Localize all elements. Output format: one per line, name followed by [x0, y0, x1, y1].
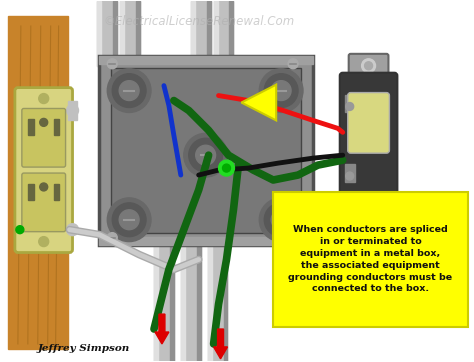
- Circle shape: [39, 93, 49, 104]
- Circle shape: [365, 216, 373, 224]
- Text: Jeffrey Simpson: Jeffrey Simpson: [38, 344, 130, 353]
- Text: When conductors are spliced
in or terminated to
equipment in a metal box,
the as: When conductors are spliced in or termin…: [289, 226, 453, 294]
- Circle shape: [288, 59, 298, 69]
- Circle shape: [107, 233, 117, 243]
- Bar: [97, 1, 117, 66]
- Bar: [97, 1, 101, 66]
- Bar: [100, 56, 313, 64]
- Circle shape: [184, 133, 228, 177]
- Circle shape: [107, 69, 151, 113]
- Circle shape: [66, 224, 79, 236]
- Bar: [136, 1, 140, 66]
- Bar: [28, 184, 34, 200]
- Bar: [214, 1, 234, 56]
- FancyBboxPatch shape: [273, 192, 468, 327]
- Bar: [345, 94, 355, 113]
- FancyBboxPatch shape: [22, 173, 65, 232]
- Bar: [54, 184, 59, 200]
- Circle shape: [112, 74, 146, 108]
- Circle shape: [196, 145, 216, 165]
- Circle shape: [362, 213, 375, 227]
- Circle shape: [271, 210, 291, 230]
- Bar: [28, 119, 34, 135]
- Circle shape: [346, 102, 354, 110]
- Circle shape: [259, 198, 303, 241]
- Circle shape: [346, 172, 354, 180]
- Circle shape: [259, 69, 303, 113]
- Bar: [197, 241, 201, 361]
- Circle shape: [40, 118, 48, 126]
- Polygon shape: [241, 85, 276, 121]
- Bar: [120, 1, 140, 66]
- Bar: [345, 164, 355, 182]
- Bar: [229, 1, 234, 56]
- Circle shape: [39, 237, 49, 247]
- Circle shape: [16, 226, 24, 233]
- Circle shape: [264, 74, 298, 108]
- Bar: [100, 56, 313, 245]
- Circle shape: [189, 138, 222, 172]
- Bar: [208, 241, 228, 361]
- Bar: [68, 101, 77, 121]
- Bar: [214, 1, 218, 56]
- Circle shape: [119, 210, 139, 230]
- Bar: [120, 1, 124, 66]
- FancyBboxPatch shape: [22, 109, 65, 167]
- Bar: [170, 241, 174, 361]
- Circle shape: [219, 160, 235, 176]
- Bar: [207, 1, 210, 56]
- Bar: [181, 241, 185, 361]
- Text: ©ElectricalLicenseRenewal.Com: ©ElectricalLicenseRenewal.Com: [103, 14, 294, 28]
- Circle shape: [40, 183, 48, 191]
- Circle shape: [222, 164, 230, 172]
- Bar: [224, 241, 228, 361]
- FancyBboxPatch shape: [348, 93, 390, 153]
- Bar: [154, 241, 158, 361]
- Bar: [191, 1, 210, 56]
- FancyArrow shape: [155, 314, 169, 344]
- Circle shape: [107, 59, 117, 69]
- Circle shape: [107, 198, 151, 241]
- Bar: [191, 1, 195, 56]
- Bar: [54, 119, 59, 135]
- FancyBboxPatch shape: [340, 73, 397, 213]
- Bar: [181, 241, 201, 361]
- Bar: [111, 68, 301, 233]
- Circle shape: [288, 233, 298, 243]
- Bar: [154, 241, 174, 361]
- Circle shape: [362, 59, 375, 73]
- Bar: [8, 16, 68, 349]
- Bar: [100, 237, 313, 245]
- Circle shape: [66, 105, 79, 117]
- Circle shape: [119, 81, 139, 101]
- Bar: [113, 1, 117, 66]
- FancyArrow shape: [214, 329, 228, 359]
- Circle shape: [271, 81, 291, 101]
- FancyBboxPatch shape: [349, 54, 388, 232]
- Circle shape: [264, 203, 298, 237]
- Bar: [208, 241, 211, 361]
- Circle shape: [365, 62, 373, 70]
- FancyBboxPatch shape: [15, 88, 73, 253]
- Circle shape: [112, 203, 146, 237]
